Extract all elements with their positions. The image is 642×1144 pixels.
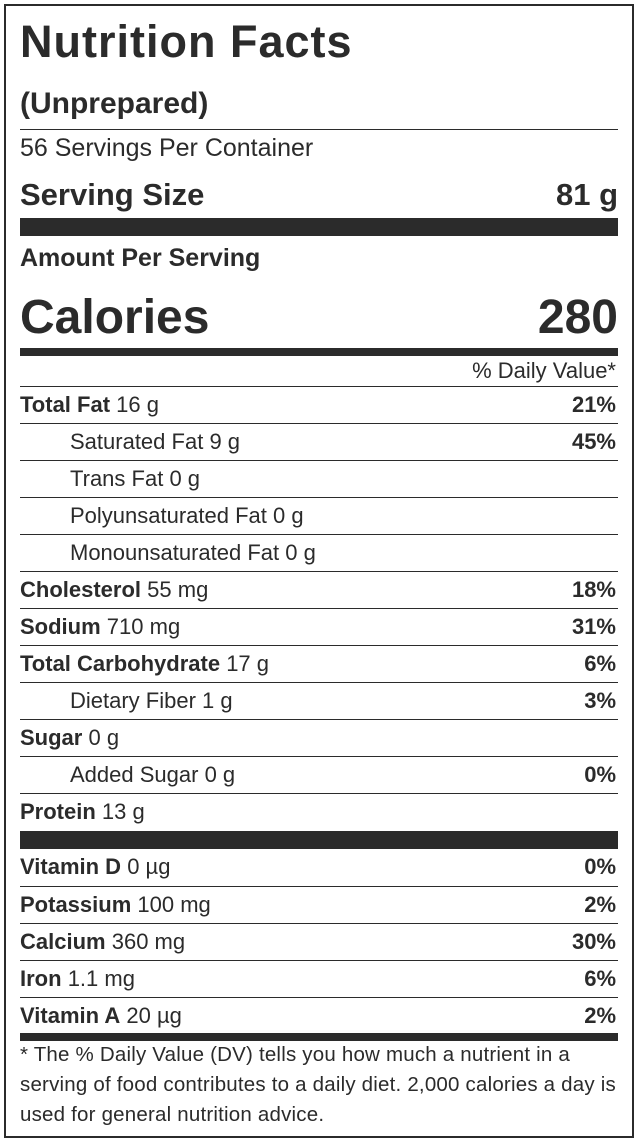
vitamin-dv: 6% (584, 965, 616, 991)
serving-size-label: Serving Size (20, 177, 205, 212)
nutrient-row-cholesterol: Cholesterol 55 mg 18% (20, 571, 618, 607)
vitamin-dv: 30% (571, 928, 616, 954)
amount-per-serving: Amount Per Serving (20, 244, 261, 272)
vitamin-dv: 2% (584, 891, 616, 917)
nutrient-amount: 16 g (116, 391, 159, 417)
label-subtitle: (Unprepared) (20, 87, 209, 120)
nutrient-name: Monounsaturated Fat (70, 539, 280, 565)
calories-row: Calories 280 (20, 283, 618, 351)
nutrient-name: Trans Fat (70, 465, 164, 491)
nutrient-row-total-carbohydrate: Total Carbohydrate 17 g 6% (20, 645, 618, 681)
nutrient-amount: 1 g (202, 687, 233, 713)
vitamin-amount: 0 µg (127, 854, 171, 879)
vitamin-name: Potassium (20, 891, 132, 917)
nutrient-amount: 13 g (101, 798, 145, 824)
nutrient-row-monounsaturated-fat: Monounsaturated Fat 0 g (20, 534, 618, 570)
nutrient-row-total-fat: Total Fat 16 g 21% (20, 386, 618, 422)
nutrient-amount: 0 g (88, 724, 120, 750)
vitamin-name: Vitamin D (20, 854, 122, 879)
medium-divider (20, 1033, 618, 1041)
nutrient-row-dietary-fiber: Dietary Fiber 1 g 3% (20, 682, 618, 718)
nutrient-name: Saturated Fat (70, 428, 204, 454)
nutrient-name: Dietary Fiber (70, 687, 196, 713)
nutrient-amount: 17 g (226, 650, 270, 676)
vitamin-row-vitamin-d: Vitamin D 0 µg 0% (20, 849, 618, 885)
serving-size-row: Serving Size 81 g (20, 172, 618, 218)
nutrient-row-sodium: Sodium 710 mg 31% (20, 608, 618, 644)
medium-divider (20, 348, 618, 356)
vitamin-name: Vitamin A (20, 1002, 121, 1028)
nutrient-row-saturated-fat: Saturated Fat 9 g 45% (20, 423, 618, 459)
divider (20, 129, 618, 130)
nutrient-row-sugar: Sugar 0 g (20, 719, 618, 755)
calories-label: Calories (20, 290, 210, 344)
vitamin-amount: 1.1 mg (67, 965, 135, 991)
nutrient-dv: 31% (571, 613, 616, 639)
nutrition-label: Nutrition Facts (Unprepared) 56 Servings… (4, 4, 634, 1138)
nutrient-row-added-sugar: Added Sugar 0 g 0% (20, 756, 618, 792)
nutrient-row-trans-fat: Trans Fat 0 g (20, 460, 618, 496)
nutrient-name: Sugar (20, 724, 83, 750)
label-title: Nutrition Facts (20, 16, 353, 67)
daily-value-header: % Daily Value* (472, 358, 616, 383)
vitamin-amount: 100 mg (137, 891, 211, 917)
nutrient-amount: 0 g (273, 502, 304, 528)
vitamin-name: Calcium (20, 928, 106, 954)
servings-per-container: 56 Servings Per Container (20, 134, 314, 162)
vitamin-amount: 360 mg (111, 928, 186, 954)
nutrient-dv: 18% (571, 576, 616, 602)
nutrient-dv: 0% (584, 761, 616, 787)
nutrient-name: Cholesterol (20, 576, 142, 602)
nutrient-row-protein: Protein 13 g (20, 793, 618, 829)
nutrient-dv: 21% (571, 391, 616, 417)
vitamin-name: Iron (20, 965, 62, 991)
nutrient-name: Sodium (20, 613, 101, 639)
vitamin-row-vitamin-a: Vitamin A 20 µg 2% (20, 997, 618, 1033)
nutrient-row-polyunsaturated-fat: Polyunsaturated Fat 0 g (20, 497, 618, 533)
nutrient-amount: 0 g (204, 761, 236, 787)
vitamin-dv: 2% (584, 1002, 616, 1028)
serving-size-value: 81 g (555, 177, 618, 212)
nutrient-amount: 0 g (169, 465, 201, 491)
nutrient-dv: 45% (571, 428, 616, 454)
vitamin-row-iron: Iron 1.1 mg 6% (20, 960, 618, 996)
nutrient-name: Polyunsaturated Fat (70, 502, 267, 528)
vitamin-row-potassium: Potassium 100 mg 2% (20, 886, 618, 922)
nutrient-name: Total Fat (20, 391, 111, 417)
footnote: * The % Daily Value (DV) tells you how m… (20, 1043, 616, 1126)
thick-divider (20, 831, 618, 849)
nutrient-dv: 6% (584, 650, 616, 676)
thick-divider (20, 218, 618, 236)
nutrient-amount: 9 g (209, 428, 241, 454)
vitamin-amount: 20 µg (126, 1002, 182, 1028)
vitamin-dv: 0% (584, 854, 616, 879)
nutrient-amount: 0 g (285, 539, 316, 565)
nutrient-amount: 710 mg (106, 613, 181, 639)
calories-value: 280 (537, 290, 618, 344)
nutrient-dv: 3% (584, 687, 616, 713)
nutrient-name: Added Sugar (70, 761, 199, 787)
nutrient-name: Protein (20, 798, 96, 824)
vitamin-row-calcium: Calcium 360 mg 30% (20, 923, 618, 959)
nutrient-amount: 55 mg (147, 576, 209, 602)
nutrient-name: Total Carbohydrate (20, 650, 221, 676)
